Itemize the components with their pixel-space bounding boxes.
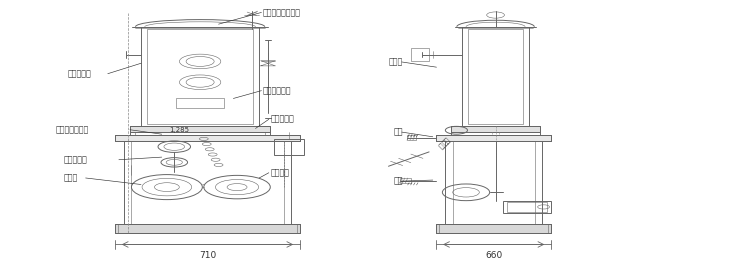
Text: 1,285: 1,285 bbox=[169, 127, 189, 133]
Text: ドレン: ドレン bbox=[437, 136, 450, 149]
Text: ドレンバルブ: ドレンバルブ bbox=[263, 86, 292, 95]
Bar bbox=[437, 224, 551, 233]
Bar bbox=[451, 126, 540, 132]
Bar bbox=[437, 135, 551, 141]
Text: モーター: モーター bbox=[270, 168, 289, 177]
Text: 660: 660 bbox=[485, 251, 502, 260]
Bar bbox=[118, 224, 297, 233]
Bar bbox=[468, 29, 523, 124]
Text: 圧力計: 圧力計 bbox=[389, 57, 403, 67]
Bar bbox=[274, 139, 303, 155]
Bar bbox=[503, 201, 551, 213]
Text: 出口: 出口 bbox=[394, 127, 403, 136]
Text: ポンプ: ポンプ bbox=[64, 174, 78, 183]
Bar bbox=[400, 178, 411, 183]
Bar bbox=[130, 126, 270, 132]
Bar bbox=[115, 224, 300, 233]
Bar bbox=[115, 135, 300, 141]
Text: 入口バルブ: 入口バルブ bbox=[64, 155, 87, 164]
Bar bbox=[141, 27, 259, 126]
Bar bbox=[115, 224, 300, 233]
Bar bbox=[437, 135, 551, 141]
Bar bbox=[130, 126, 270, 132]
Bar bbox=[411, 48, 429, 61]
Bar bbox=[147, 29, 253, 124]
Bar bbox=[115, 135, 300, 141]
Bar bbox=[440, 224, 548, 233]
Text: 出口バルブ: 出口バルブ bbox=[67, 69, 91, 78]
Text: バイパスバルブ: バイパスバルブ bbox=[56, 125, 90, 134]
Bar bbox=[451, 126, 540, 132]
Bar bbox=[507, 202, 548, 212]
Text: 710: 710 bbox=[199, 251, 216, 260]
Text: エアー抜きバルブ: エアー抜きバルブ bbox=[263, 8, 301, 17]
Bar bbox=[462, 27, 529, 126]
Text: 助剤タンク: 助剤タンク bbox=[270, 115, 294, 124]
Bar bbox=[407, 135, 416, 140]
Text: 入口: 入口 bbox=[394, 177, 403, 186]
Bar bbox=[437, 224, 551, 233]
Bar bbox=[176, 98, 223, 108]
